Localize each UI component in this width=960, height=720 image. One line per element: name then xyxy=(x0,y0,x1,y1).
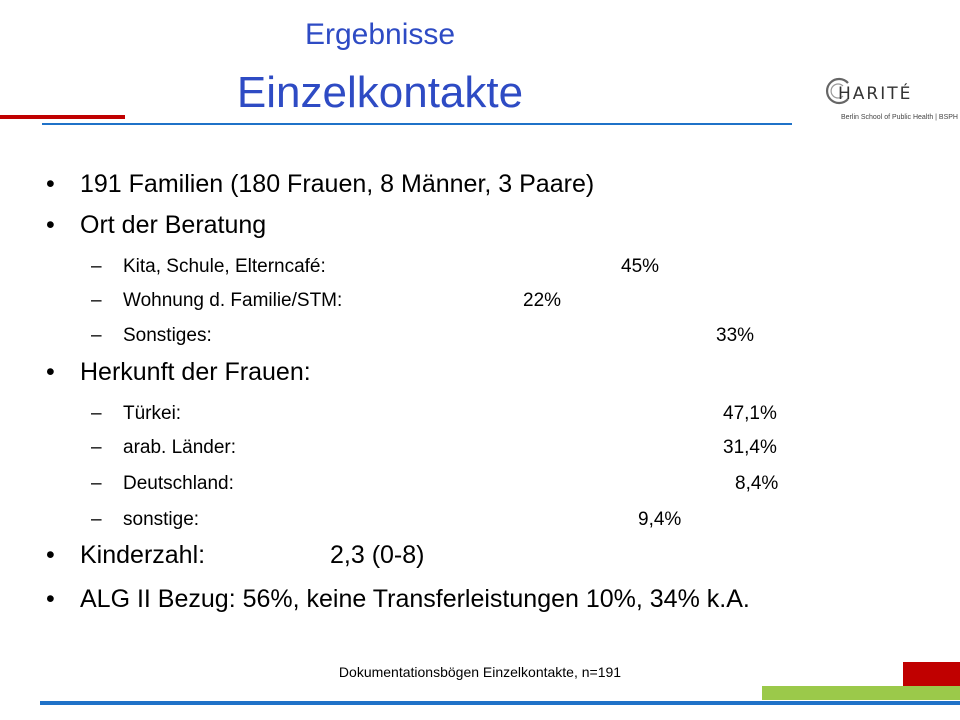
bullet-location: Ort der Beratung xyxy=(46,211,266,240)
sub-item-value: 33% xyxy=(716,325,755,346)
footer-green-bar xyxy=(762,686,960,700)
slide-subtitle: Ergebnisse xyxy=(304,18,456,51)
logo-wordmark: HARITÉ xyxy=(838,84,913,104)
header-red-rule xyxy=(0,115,125,119)
sub-item-value: 9,4% xyxy=(638,509,682,530)
sub-item-value: 45% xyxy=(621,256,660,277)
sub-item-value: 8,4% xyxy=(735,473,779,494)
sub-item-label: Kita, Schule, Elterncafé: xyxy=(91,256,326,278)
footer-source: Dokumentationsbögen Einzelkontakte, n=19… xyxy=(338,664,622,680)
sub-item-label: Türkei: xyxy=(91,403,181,425)
footer-red-block xyxy=(903,662,960,687)
logo-c-icon xyxy=(826,77,849,105)
children-value: 2,3 (0-8) xyxy=(330,541,425,569)
slide-title: Einzelkontakte xyxy=(236,68,524,117)
sub-item-value: 47,1% xyxy=(723,403,777,424)
bullet-origin: Herkunft der Frauen: xyxy=(46,358,311,387)
logo-subtitle-text: Berlin School of Public Health | BSPH xyxy=(838,114,958,121)
bullet-families: 191 Familien (180 Frauen, 8 Männer, 3 Pa… xyxy=(46,170,594,199)
sub-item-label: Deutschland: xyxy=(91,473,234,495)
bullet-benefits: ALG II Bezug: 56%, keine Transferleistun… xyxy=(46,585,750,614)
header-blue-rule xyxy=(42,123,792,125)
sub-item-value: 22% xyxy=(523,290,562,311)
bullet-children: Kinderzahl: xyxy=(46,541,205,570)
sub-item-label: sonstige: xyxy=(91,509,199,531)
logo-subtitle: Berlin School of Public Health | BSPH xyxy=(808,114,958,121)
sub-item-value: 31,4% xyxy=(723,437,777,458)
sub-item-label: arab. Länder: xyxy=(91,437,236,459)
sub-item-label: Wohnung d. Familie/STM: xyxy=(91,290,342,312)
charite-logo: HARITÉ Berlin School of Public Health | … xyxy=(808,72,958,128)
footer-blue-rule xyxy=(40,701,960,705)
sub-item-label: Sonstiges: xyxy=(91,325,212,347)
